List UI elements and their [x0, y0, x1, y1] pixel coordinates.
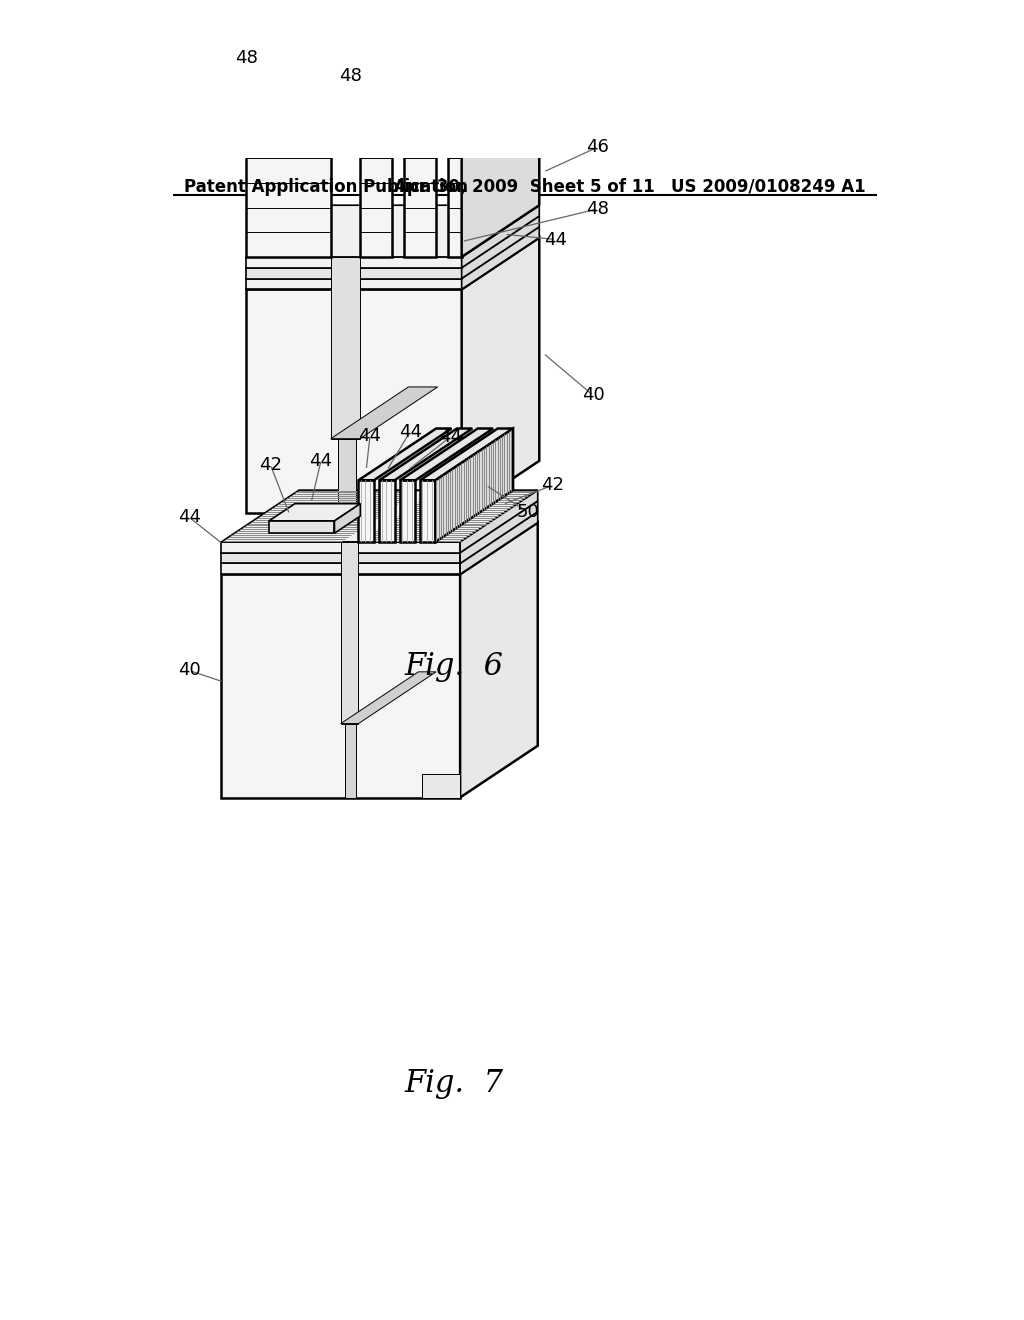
Polygon shape [462, 238, 540, 512]
Polygon shape [462, 227, 540, 289]
Text: Fig.  7: Fig. 7 [404, 1068, 504, 1100]
Polygon shape [246, 205, 540, 257]
Text: 48: 48 [339, 67, 361, 84]
Polygon shape [447, 82, 540, 133]
Polygon shape [358, 429, 452, 480]
Polygon shape [420, 429, 513, 480]
Polygon shape [331, 387, 437, 438]
Polygon shape [269, 521, 335, 533]
Polygon shape [246, 82, 409, 133]
Text: 50: 50 [517, 503, 540, 521]
Polygon shape [358, 480, 374, 543]
Polygon shape [246, 289, 462, 512]
Polygon shape [400, 480, 416, 543]
Text: 44: 44 [545, 231, 567, 248]
Polygon shape [379, 429, 472, 480]
Polygon shape [269, 504, 360, 521]
Text: 48: 48 [586, 201, 608, 218]
Polygon shape [462, 205, 540, 268]
Polygon shape [462, 82, 540, 257]
Polygon shape [246, 133, 331, 257]
Text: Patent Application Publication: Patent Application Publication [184, 178, 468, 195]
Polygon shape [460, 523, 538, 797]
Polygon shape [331, 257, 360, 438]
Polygon shape [221, 543, 460, 553]
Polygon shape [400, 429, 494, 480]
Polygon shape [246, 238, 540, 289]
Polygon shape [221, 564, 460, 574]
Text: Apr. 30, 2009  Sheet 5 of 11: Apr. 30, 2009 Sheet 5 of 11 [394, 178, 655, 195]
Polygon shape [422, 775, 460, 797]
Polygon shape [339, 438, 356, 512]
Text: 44: 44 [358, 426, 382, 445]
Polygon shape [221, 553, 460, 564]
Text: 42: 42 [542, 477, 564, 494]
Text: 46: 46 [586, 139, 608, 157]
Polygon shape [221, 490, 538, 543]
Polygon shape [335, 504, 360, 533]
Text: 42: 42 [259, 455, 282, 474]
Polygon shape [246, 257, 462, 268]
Text: Fig.  6: Fig. 6 [404, 651, 504, 682]
Polygon shape [460, 490, 538, 553]
Text: 48: 48 [234, 49, 258, 67]
Polygon shape [221, 523, 538, 574]
Text: 44: 44 [177, 508, 201, 527]
Polygon shape [435, 429, 513, 543]
Text: 44: 44 [398, 422, 422, 441]
Polygon shape [403, 82, 514, 133]
Polygon shape [345, 723, 356, 797]
Polygon shape [403, 133, 436, 257]
Text: 40: 40 [582, 387, 604, 404]
Polygon shape [360, 82, 470, 133]
Text: 44: 44 [309, 451, 333, 470]
Polygon shape [341, 672, 436, 723]
Polygon shape [460, 500, 538, 564]
Polygon shape [246, 268, 462, 279]
Polygon shape [379, 480, 394, 543]
Polygon shape [246, 279, 462, 289]
Polygon shape [423, 490, 462, 512]
Polygon shape [420, 480, 435, 543]
Polygon shape [341, 543, 358, 723]
Polygon shape [462, 216, 540, 279]
Polygon shape [221, 574, 460, 797]
Polygon shape [360, 133, 392, 257]
Polygon shape [447, 133, 462, 257]
Text: 40: 40 [178, 661, 201, 680]
Text: US 2009/0108249 A1: US 2009/0108249 A1 [672, 178, 866, 195]
Text: 44: 44 [438, 428, 462, 446]
Polygon shape [460, 512, 538, 574]
